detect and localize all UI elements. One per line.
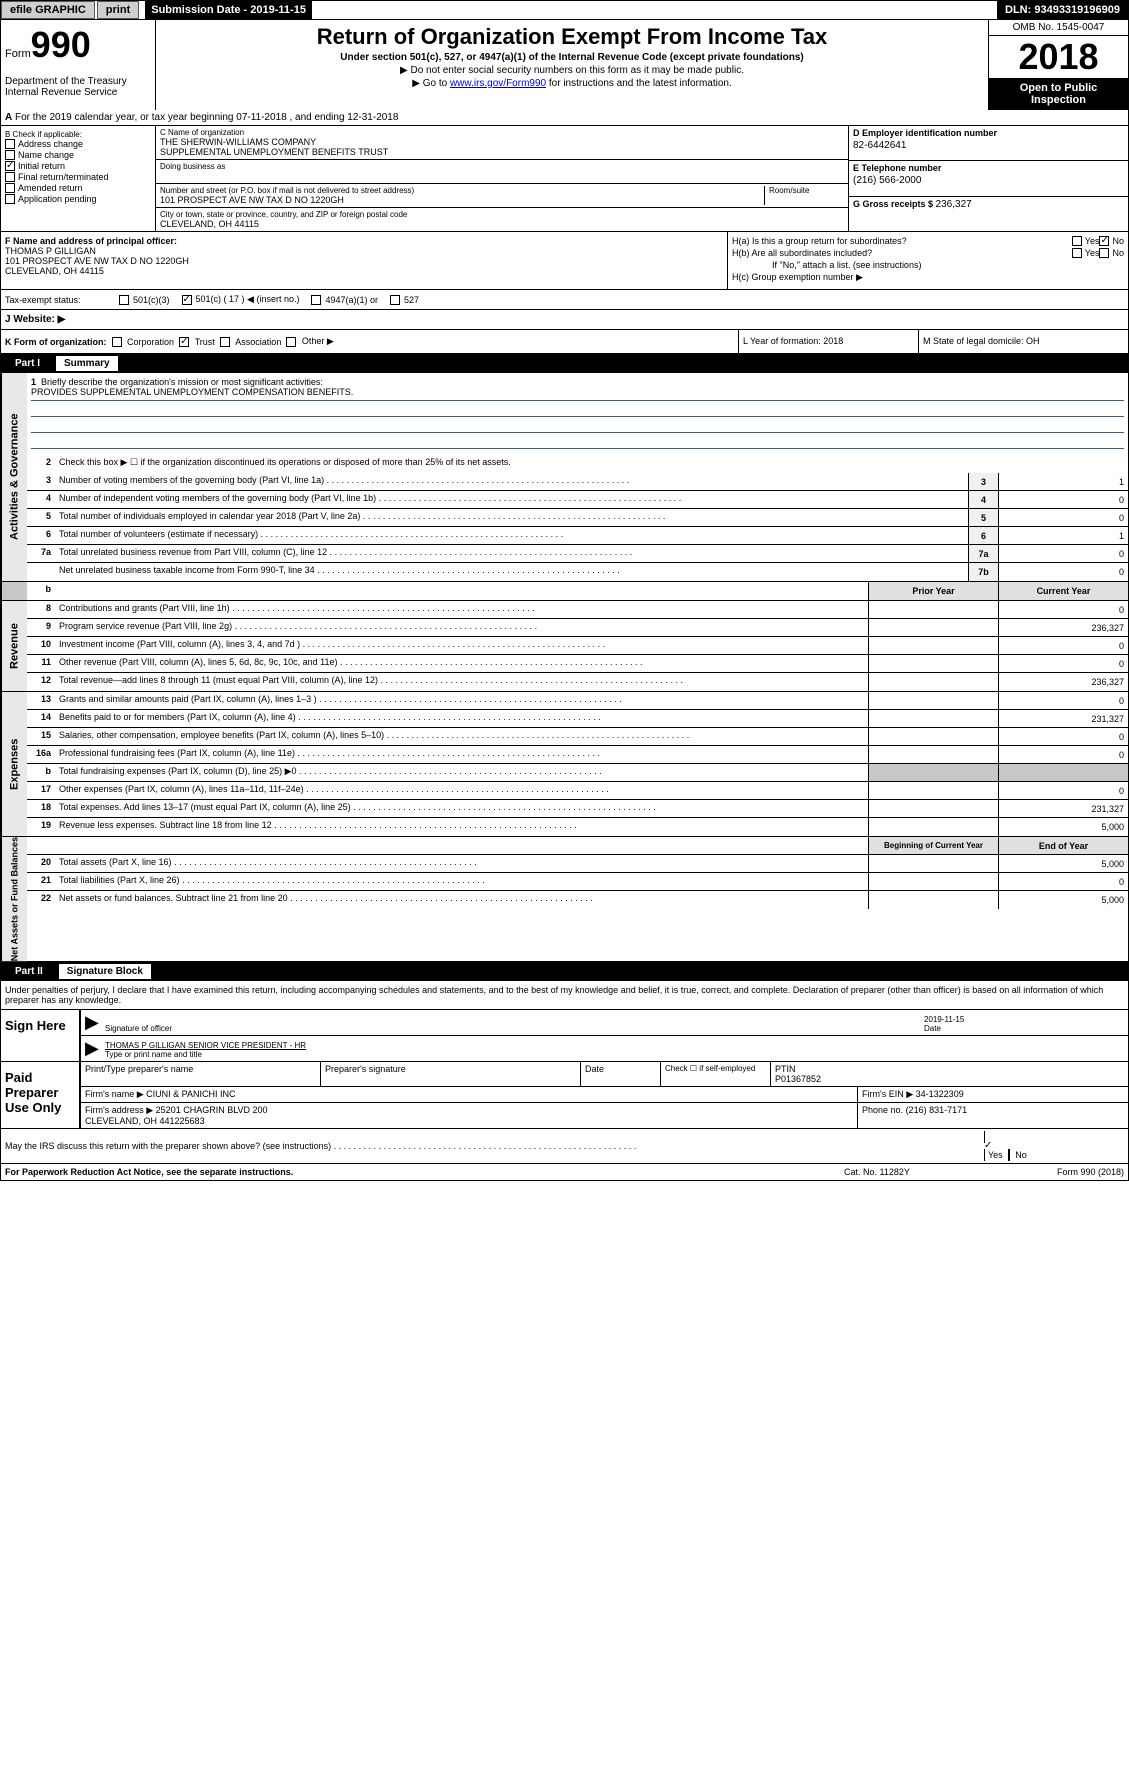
part2-header: Part II Signature Block xyxy=(0,962,1129,981)
table-row: 10Investment income (Part VIII, column (… xyxy=(27,637,1128,655)
table-row: 9Program service revenue (Part VIII, lin… xyxy=(27,619,1128,637)
table-row: 16aProfessional fundraising fees (Part I… xyxy=(27,746,1128,764)
part1-header: Part I Summary xyxy=(0,354,1129,373)
topbar: efile GRAPHIC print Submission Date - 20… xyxy=(0,0,1129,20)
inspection: Open to Public Inspection xyxy=(989,78,1128,110)
table-row: 13Grants and similar amounts paid (Part … xyxy=(27,692,1128,710)
box-d: D Employer identification number 82-6442… xyxy=(848,126,1128,231)
header-mid: Return of Organization Exempt From Incom… xyxy=(156,20,988,110)
revenue-section: Revenue 8Contributions and grants (Part … xyxy=(0,601,1129,692)
footer: For Paperwork Reduction Act Notice, see … xyxy=(0,1164,1129,1181)
table-row: 19Revenue less expenses. Subtract line 1… xyxy=(27,818,1128,836)
expenses-section: Expenses 13Grants and similar amounts pa… xyxy=(0,692,1129,837)
tax-year: 2018 xyxy=(989,36,1128,78)
form-number: 990 xyxy=(31,24,91,66)
checkbox-item[interactable]: Name change xyxy=(5,150,151,160)
table-row: 6Total number of volunteers (estimate if… xyxy=(27,527,1128,545)
box-c: C Name of organization THE SHERWIN-WILLI… xyxy=(156,126,848,231)
section-bc: B Check if applicable: Address changeNam… xyxy=(0,126,1129,232)
netassets-header: Net Assets or Fund Balances Beginning of… xyxy=(0,837,1129,962)
table-row: 22Net assets or fund balances. Subtract … xyxy=(27,891,1128,909)
table-row: Net unrelated business taxable income fr… xyxy=(27,563,1128,581)
header-right: OMB No. 1545-0047 2018 Open to Public In… xyxy=(988,20,1128,110)
form-word: Form xyxy=(5,48,31,60)
table-row: 12Total revenue—add lines 8 through 11 (… xyxy=(27,673,1128,691)
checkbox-item[interactable]: Amended return xyxy=(5,183,151,193)
tax-status: Tax-exempt status: 501(c)(3) 501(c) ( 17… xyxy=(0,290,1129,310)
main-title: Return of Organization Exempt From Incom… xyxy=(164,24,980,50)
website-row: J Website: ▶ xyxy=(0,310,1129,330)
box-b: B Check if applicable: Address changeNam… xyxy=(1,126,156,231)
table-row: bTotal fundraising expenses (Part IX, co… xyxy=(27,764,1128,782)
table-row: 20Total assets (Part X, line 16)5,000 xyxy=(27,855,1128,873)
side-expenses: Expenses xyxy=(1,692,27,836)
subdate-label: Submission Date - 2019-11-15 xyxy=(145,1,312,19)
row-k: K Form of organization: Corporation Trus… xyxy=(0,330,1129,354)
revenue-header: b Prior Year Current Year xyxy=(0,582,1129,601)
row-a: A For the 2019 calendar year, or tax yea… xyxy=(0,110,1129,126)
table-row: 7aTotal unrelated business revenue from … xyxy=(27,545,1128,563)
efile-btn[interactable]: efile GRAPHIC xyxy=(1,1,95,19)
sign-here-label: Sign Here xyxy=(1,1010,81,1061)
table-row: 15Salaries, other compensation, employee… xyxy=(27,728,1128,746)
sig-officer-field[interactable]: Signature of officer xyxy=(105,1024,924,1033)
side-governance: Activities & Governance xyxy=(1,373,27,581)
table-row: 11Other revenue (Part VIII, column (A), … xyxy=(27,655,1128,673)
box-f: F Name and address of principal officer:… xyxy=(1,232,728,289)
note1: ▶ Do not enter social security numbers o… xyxy=(164,65,980,76)
box-h: H(a) Is this a group return for subordin… xyxy=(728,232,1128,289)
subtitle: Under section 501(c), 527, or 4947(a)(1)… xyxy=(164,52,980,63)
print-btn[interactable]: print xyxy=(97,1,139,19)
side-revenue: Revenue xyxy=(1,601,27,691)
paid-prep-label: Paid Preparer Use Only xyxy=(1,1062,81,1128)
form990-link[interactable]: www.irs.gov/Form990 xyxy=(450,78,546,89)
sig-name-field[interactable]: THOMAS P GILLIGAN SENIOR VICE PRESIDENT … xyxy=(105,1041,1124,1059)
table-row: 8Contributions and grants (Part VIII, li… xyxy=(27,601,1128,619)
table-row: 18Total expenses. Add lines 13–17 (must … xyxy=(27,800,1128,818)
section-fh: F Name and address of principal officer:… xyxy=(0,232,1129,290)
checkbox-item[interactable]: Application pending xyxy=(5,194,151,204)
checkbox-item[interactable]: Initial return xyxy=(5,161,151,171)
omb: OMB No. 1545-0047 xyxy=(989,20,1128,36)
discuss-row: May the IRS discuss this return with the… xyxy=(0,1129,1129,1164)
dln: DLN: 93493319196909 xyxy=(997,1,1128,19)
checkbox-item[interactable]: Address change xyxy=(5,139,151,149)
table-row: 17Other expenses (Part IX, column (A), l… xyxy=(27,782,1128,800)
table-row: 3Number of voting members of the governi… xyxy=(27,473,1128,491)
governance-section: Activities & Governance 1 Briefly descri… xyxy=(0,373,1129,582)
table-row: 4Number of independent voting members of… xyxy=(27,491,1128,509)
table-row: 21Total liabilities (Part X, line 26)0 xyxy=(27,873,1128,891)
side-netassets: Net Assets or Fund Balances xyxy=(1,837,27,961)
table-row: 14Benefits paid to or for members (Part … xyxy=(27,710,1128,728)
dept: Department of the Treasury Internal Reve… xyxy=(5,76,151,98)
header: Form 990 Department of the Treasury Inte… xyxy=(0,20,1129,110)
signature-section: Under penalties of perjury, I declare th… xyxy=(0,981,1129,1129)
table-row: 5Total number of individuals employed in… xyxy=(27,509,1128,527)
note2: ▶ Go to www.irs.gov/Form990 for instruct… xyxy=(164,78,980,89)
header-left: Form 990 Department of the Treasury Inte… xyxy=(1,20,156,110)
checkbox-item[interactable]: Final return/terminated xyxy=(5,172,151,182)
